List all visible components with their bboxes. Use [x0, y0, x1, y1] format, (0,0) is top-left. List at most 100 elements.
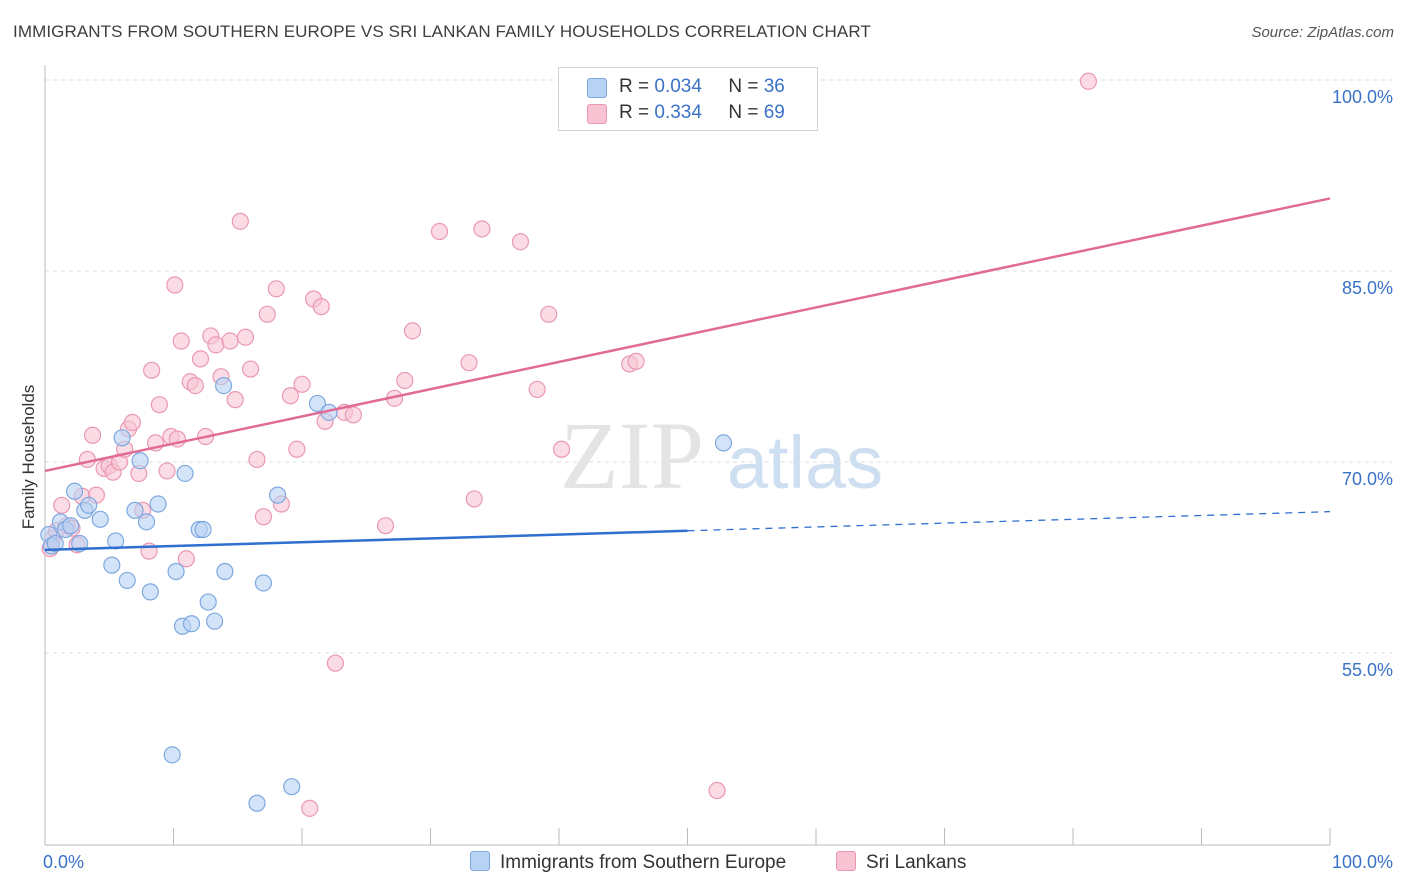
legend-n-value: 36 [763, 76, 785, 97]
southern-europe-point [194, 520, 212, 539]
southern-europe-point [80, 496, 98, 514]
sri-lankans-point [540, 305, 558, 323]
southern-europe-trend-extension [687, 511, 1331, 532]
southern-europe-point [91, 510, 109, 528]
sri-lankans-point [158, 462, 176, 480]
sri-lankans-trend-line [44, 197, 1331, 473]
sri-lankans-point [403, 322, 422, 340]
legend-n-label: N = [728, 102, 759, 123]
sri-lankans-point [254, 508, 273, 526]
legend-r-label: R = [619, 76, 650, 97]
sri-lankans-point [396, 371, 414, 390]
sri-lankans-point [376, 517, 395, 535]
sri-lankans-point [150, 396, 168, 414]
sri-lankans-point [123, 413, 141, 432]
y-tick-label-55: 55.0% [1341, 660, 1393, 680]
sri-lankans-point [191, 350, 210, 368]
sri-lankans-point [288, 440, 306, 458]
correlation-legend: R = 0.034 N = 36 R = 0.334 N = 69 [558, 67, 818, 131]
sri-lankans-point [465, 490, 483, 508]
sri-lankans-point [552, 440, 571, 458]
southern-europe-point [131, 452, 149, 470]
southern-europe-point [46, 534, 64, 553]
southern-europe-point [113, 429, 131, 447]
sri-lankans-point [78, 450, 97, 469]
axes [44, 65, 1331, 846]
southern-europe-point [308, 394, 327, 413]
bottom-legend-swatch-pink [836, 851, 856, 871]
southern-europe-points [40, 377, 733, 812]
watermark-atlas: atlas [727, 421, 883, 504]
bottom-legend-sri-lankans: Sri Lankans [836, 851, 966, 874]
sri-lankans-point [166, 276, 184, 294]
sri-lankans-point [143, 361, 161, 379]
southern-europe-point [167, 562, 185, 581]
legend-r-value: 0.034 [654, 76, 702, 97]
southern-europe-point [182, 615, 201, 633]
sri-lankans-point [236, 328, 255, 346]
southern-europe-point [103, 556, 121, 574]
legend-swatch-blue [587, 78, 607, 98]
y-tick-label-70: 70.0% [1341, 469, 1393, 489]
sri-lankans-point [186, 377, 204, 395]
sri-lankans-point [226, 391, 244, 409]
southern-europe-point [65, 482, 84, 500]
sri-lankans-point [177, 550, 195, 568]
y-tick-label-85: 85.0% [1341, 278, 1393, 298]
sri-lankans-point [248, 450, 266, 469]
sri-lankans-point [221, 332, 239, 350]
sri-lankans-point [511, 233, 530, 251]
southern-europe-point [62, 517, 80, 535]
sri-lankans-point [207, 336, 225, 354]
southern-europe-point [206, 612, 224, 630]
y-tick-label-100: 100.0% [1331, 87, 1393, 107]
sri-lankans-point [708, 781, 726, 800]
southern-europe-point [283, 778, 301, 796]
legend-n-label: N = [728, 76, 759, 97]
southern-europe-point [199, 593, 217, 611]
trend-lines [44, 197, 1331, 552]
sri-lankans-point [1079, 72, 1098, 90]
sri-lankans-point [293, 375, 311, 393]
sri-lankans-point [53, 496, 71, 514]
bottom-legend-label: Sri Lankans [866, 852, 967, 873]
watermark: ZIP atlas [560, 402, 883, 509]
southern-europe-point [118, 571, 136, 590]
legend-swatch-pink [587, 104, 607, 124]
southern-europe-trend-line [44, 529, 688, 552]
southern-europe-point [176, 464, 194, 483]
sri-lankans-point [344, 406, 362, 424]
sri-lankans-point [172, 332, 190, 350]
sri-lankans-point [312, 298, 330, 316]
bottom-legend-label: Immigrants from Southern Europe [500, 852, 787, 873]
sri-lankans-point [301, 799, 319, 817]
sri-lankans-point [242, 360, 260, 378]
legend-r-label: R = [619, 102, 650, 123]
bottom-legend-swatch-blue [470, 851, 490, 871]
southern-europe-point [714, 434, 733, 452]
sri-lankans-point [267, 280, 285, 298]
southern-europe-point [254, 574, 273, 592]
southern-europe-point [141, 583, 159, 601]
southern-europe-point [149, 495, 167, 513]
sri-lankans-point [627, 352, 645, 371]
sri-lankans-point [231, 212, 249, 230]
watermark-zip: ZIP [560, 402, 704, 509]
southern-europe-point [137, 513, 156, 531]
sri-lankans-point [83, 426, 102, 444]
sri-lankans-point [258, 305, 276, 323]
sri-lankans-point [528, 380, 546, 399]
southern-europe-point [163, 746, 181, 764]
x-tick-label-max: 100.0% [1331, 852, 1393, 872]
southern-europe-point [126, 501, 144, 519]
sri-lankans-point [460, 354, 478, 372]
grid-lines [45, 79, 1392, 654]
southern-europe-point [268, 486, 287, 504]
x-tick-label-min: 0.0% [43, 852, 85, 872]
sri-lankans-point [326, 654, 345, 672]
chart-title: IMMIGRANTS FROM SOUTHERN EUROPE VS SRI L… [13, 22, 871, 41]
legend-n-value: 69 [763, 102, 785, 123]
sri-lankans-point [281, 387, 300, 405]
source-label: Source: ZipAtlas.com [1251, 24, 1394, 41]
